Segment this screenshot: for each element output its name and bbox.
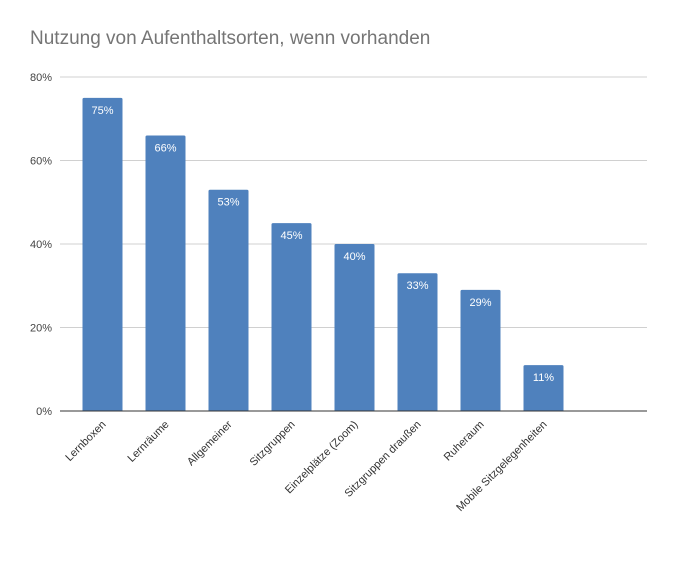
x-tick-label: Lernräume	[126, 419, 172, 465]
y-tick-label: 60%	[30, 156, 52, 168]
bar	[82, 97, 123, 411]
x-tick-label: Sitzgruppen	[248, 419, 298, 469]
data-label: 11%	[533, 372, 554, 384]
data-label: 75%	[91, 105, 113, 117]
bar	[271, 223, 312, 411]
chart-title: Nutzung von Aufenthaltsorten, wenn vorha…	[30, 28, 431, 49]
x-tick-label: Ruheraum	[442, 419, 487, 464]
data-label: 45%	[280, 230, 302, 242]
y-tick-label: 0%	[36, 406, 52, 418]
bar	[334, 244, 375, 411]
data-label: 29%	[469, 297, 491, 309]
y-tick-label: 80%	[30, 72, 52, 84]
bar	[460, 289, 501, 411]
data-label: 40%	[343, 251, 365, 263]
y-tick-label: 20%	[30, 323, 52, 335]
x-tick-label: Allgemeiner	[185, 418, 235, 468]
bar	[397, 273, 438, 411]
bar	[523, 365, 564, 411]
data-label: 66%	[154, 142, 176, 154]
data-label: 53%	[217, 197, 239, 209]
bar	[208, 189, 249, 411]
bars	[82, 97, 564, 411]
bar	[145, 135, 186, 411]
data-label: 33%	[406, 280, 428, 292]
x-tick-label: Lernboxen	[63, 419, 108, 464]
y-tick-label: 40%	[30, 239, 52, 251]
